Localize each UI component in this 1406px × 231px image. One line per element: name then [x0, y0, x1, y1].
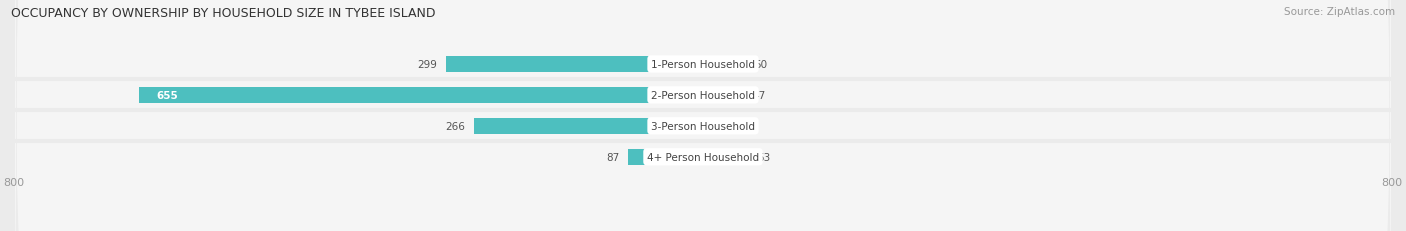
Text: 2-Person Household: 2-Person Household [651, 91, 755, 100]
Text: 0: 0 [727, 121, 734, 131]
Text: 3-Person Household: 3-Person Household [651, 121, 755, 131]
FancyBboxPatch shape [15, 0, 1391, 231]
Text: 266: 266 [446, 121, 465, 131]
Text: 53: 53 [758, 152, 770, 162]
Text: 299: 299 [418, 60, 437, 70]
FancyBboxPatch shape [15, 0, 1391, 231]
Bar [703, 88, 744, 103]
Bar [446, 57, 703, 73]
FancyBboxPatch shape [15, 0, 1391, 231]
Bar [703, 118, 718, 134]
Bar [703, 149, 748, 165]
Text: 47: 47 [752, 91, 765, 100]
Text: OCCUPANCY BY OWNERSHIP BY HOUSEHOLD SIZE IN TYBEE ISLAND: OCCUPANCY BY OWNERSHIP BY HOUSEHOLD SIZE… [11, 7, 436, 20]
Text: 1-Person Household: 1-Person Household [651, 60, 755, 70]
Text: 87: 87 [606, 152, 620, 162]
Text: 50: 50 [755, 60, 768, 70]
Text: Source: ZipAtlas.com: Source: ZipAtlas.com [1284, 7, 1395, 17]
Text: 4+ Person Household: 4+ Person Household [647, 152, 759, 162]
Bar [139, 88, 703, 103]
FancyBboxPatch shape [15, 0, 1391, 231]
Bar [703, 57, 747, 73]
Bar [474, 118, 703, 134]
Bar [628, 149, 703, 165]
Text: 655: 655 [156, 91, 179, 100]
